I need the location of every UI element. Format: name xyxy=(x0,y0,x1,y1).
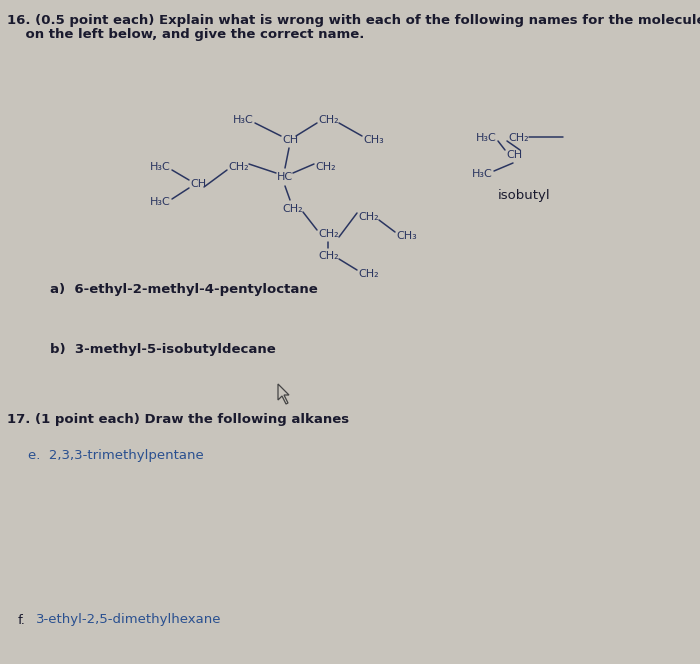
Text: CH₃: CH₃ xyxy=(396,231,416,241)
Text: HC: HC xyxy=(277,172,293,182)
Text: on the left below, and give the correct name.: on the left below, and give the correct … xyxy=(7,28,365,41)
Text: e.  2,3,3-trimethylpentane: e. 2,3,3-trimethylpentane xyxy=(28,448,204,461)
Text: H₃C: H₃C xyxy=(476,133,497,143)
Text: 3-ethyl-2,5-dimethylhexane: 3-ethyl-2,5-dimethylhexane xyxy=(36,614,221,627)
Text: H₃C: H₃C xyxy=(150,162,171,172)
Text: CH₂: CH₂ xyxy=(315,162,335,172)
Text: CH₃: CH₃ xyxy=(363,135,384,145)
Text: CH₂: CH₂ xyxy=(318,251,339,261)
Text: H₃C: H₃C xyxy=(233,115,253,125)
Text: f.: f. xyxy=(18,614,26,627)
Text: CH₂: CH₂ xyxy=(228,162,248,172)
Text: b)  3-methyl-5-isobutyldecane: b) 3-methyl-5-isobutyldecane xyxy=(50,343,276,357)
Text: CH₂: CH₂ xyxy=(508,133,528,143)
Text: CH₂: CH₂ xyxy=(318,229,339,239)
Text: CH: CH xyxy=(190,179,206,189)
Text: CH: CH xyxy=(282,135,298,145)
Text: isobutyl: isobutyl xyxy=(498,189,551,203)
Text: H₃C: H₃C xyxy=(472,169,493,179)
Text: CH₂: CH₂ xyxy=(358,212,379,222)
Text: 16. (0.5 point each) Explain what is wrong with each of the following names for : 16. (0.5 point each) Explain what is wro… xyxy=(7,14,700,27)
Text: CH₂: CH₂ xyxy=(358,269,379,279)
Text: CH₂: CH₂ xyxy=(282,204,302,214)
Text: CH: CH xyxy=(506,150,522,160)
Text: CH₂: CH₂ xyxy=(318,115,339,125)
Text: a)  6-ethyl-2-methyl-4-pentyloctane: a) 6-ethyl-2-methyl-4-pentyloctane xyxy=(50,284,318,297)
Text: H₃C: H₃C xyxy=(150,197,171,207)
Text: 17. (1 point each) Draw the following alkanes: 17. (1 point each) Draw the following al… xyxy=(7,414,349,426)
